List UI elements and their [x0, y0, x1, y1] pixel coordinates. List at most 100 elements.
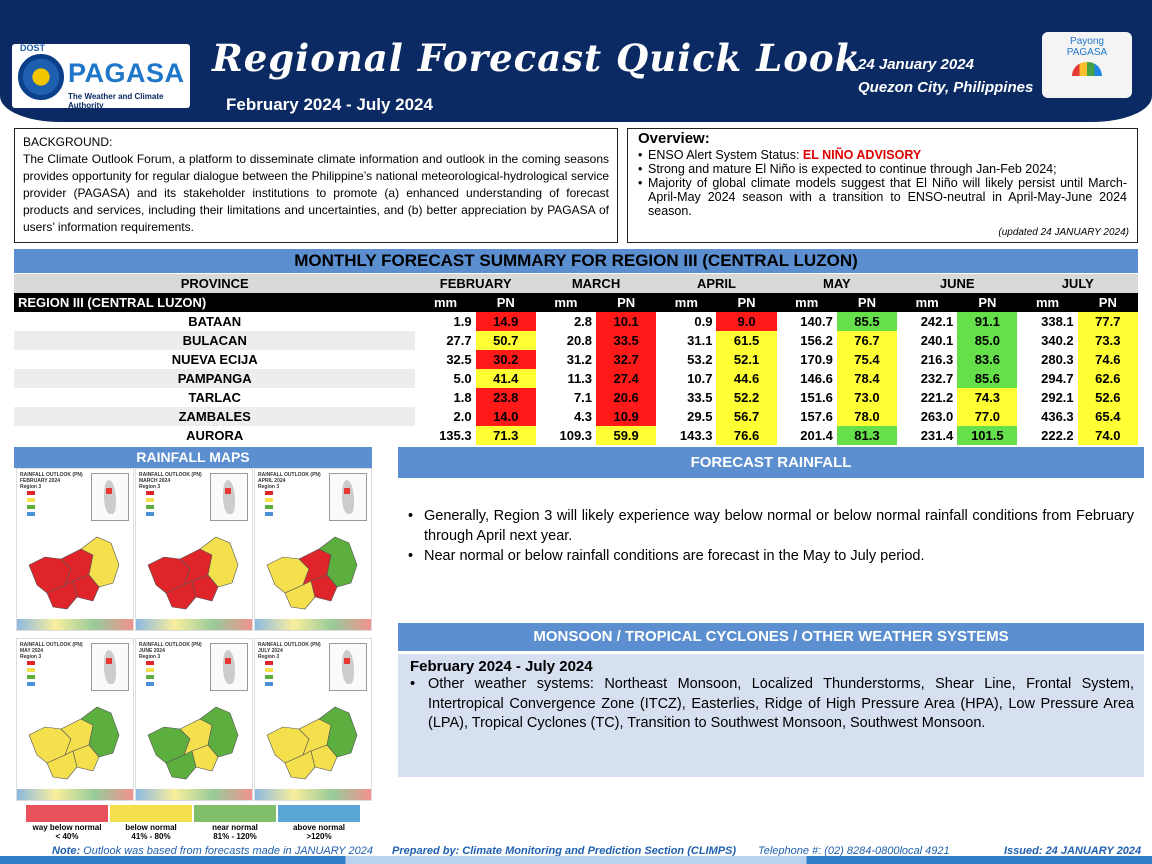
legend-category: near normal — [212, 823, 258, 832]
map-legend — [265, 661, 305, 689]
payong-label: Payong — [1070, 36, 1104, 47]
pagasa-logo: DOST PAGASA The Weather and Climate Auth… — [12, 43, 190, 110]
rainfall-mm-cell: 2.0 — [453, 409, 472, 424]
rainfall-mm-cell: 4.3 — [573, 409, 593, 424]
legend-label: way below normal < 40% — [22, 823, 112, 841]
table-row: PAMPANGA 5.0 41.4 11.3 27.4 10.7 44.6 146.6 78.4… — [14, 369, 1138, 388]
month-header: APRIL — [656, 274, 777, 293]
agency-name: PAGASA — [68, 58, 185, 88]
table-header-units: REGION III (CENTRAL LUZON) mm PN mm PN mm PN mm… — [14, 293, 1138, 312]
province-name: TARLAC — [188, 390, 241, 405]
percent-normal-cell: 41.4 — [475, 369, 536, 388]
month-header: MAY — [776, 274, 898, 293]
legend-label: near normal 81% - 120% — [190, 823, 280, 841]
rainfall-mm-cell: 32.5 — [446, 352, 472, 367]
forecast-period: February 2024 - July 2024 — [226, 95, 433, 114]
forecast-rainfall-item: Near normal or below rainfall conditions… — [408, 546, 1134, 566]
legend-swatch — [26, 805, 108, 822]
background-title: BACKGROUND: — [23, 135, 113, 149]
legend-category: below normal — [125, 823, 177, 832]
rainfall-mm-cell: 33.5 — [687, 390, 713, 405]
rainfall-mm-cell: 146.6 — [800, 371, 833, 386]
table-header-months: PROVINCE FEBRUARY MARCH APRIL MAY JUNE JULY — [14, 274, 1138, 293]
legend-range: >120% — [306, 832, 332, 841]
map-legend — [27, 661, 67, 689]
percent-normal-cell: 78.4 — [836, 369, 898, 388]
background-text: The Climate Outlook Forum, a platform to… — [23, 152, 609, 234]
map-legend — [27, 491, 67, 519]
issue-date: 24 January 2024 — [858, 56, 974, 73]
rainfall-mm-cell: 292.1 — [1041, 390, 1074, 405]
rainfall-mm-cell: 0.9 — [694, 314, 713, 329]
percent-normal-cell: 83.6 — [957, 350, 1018, 369]
mm-header: mm — [656, 293, 717, 312]
forecast-rainfall-title: FORECAST RAINFALL — [398, 447, 1144, 478]
pn-header: PN — [1077, 293, 1138, 312]
percent-normal-cell: 56.7 — [716, 407, 777, 426]
province-name: BATAAN — [188, 314, 242, 329]
background-section: BACKGROUND: The Climate Outlook Forum, a… — [14, 128, 618, 243]
rainfall-mm-cell: 20.8 — [566, 333, 593, 348]
footer-telephone: Telephone #: (02) 8284-0800local 4921 — [758, 845, 950, 857]
footer-divider — [0, 856, 1152, 864]
percent-normal-cell: 27.4 — [596, 369, 657, 388]
map-legend — [146, 491, 186, 519]
map-legend — [265, 491, 305, 519]
pn-header: PN — [716, 293, 777, 312]
rainfall-mm-cell: 222.2 — [1041, 428, 1074, 443]
legend-range: 81% - 120% — [213, 832, 257, 841]
map-title: RAINFALL OUTLOOK (PN) JULY 2024 Region 3 — [258, 642, 321, 660]
overview-item: Majority of global climate models sugges… — [638, 176, 1127, 218]
percent-normal-cell: 73.3 — [1077, 331, 1138, 350]
header-banner: DOST PAGASA The Weather and Climate Auth… — [0, 0, 1152, 122]
rainfall-mm-cell: 151.6 — [800, 390, 833, 405]
rainfall-mm-cell: 5.0 — [453, 371, 472, 386]
percent-normal-cell: 65.4 — [1077, 407, 1138, 426]
region-iii-map — [147, 706, 239, 780]
pn-header: PN — [836, 293, 898, 312]
rainfall-mm-cell: 135.3 — [439, 428, 472, 443]
map-footer-strip — [17, 789, 133, 800]
overview-item-enso: ENSO Alert System Status: EL NIÑO ADVISO… — [638, 148, 1127, 162]
percent-normal-cell: 44.6 — [716, 369, 777, 388]
legend-range: 41% - 80% — [131, 832, 171, 841]
province-name: AURORA — [186, 428, 244, 443]
payong-pagasa-logo: Payong PAGASA — [1042, 32, 1132, 98]
rainfall-mm-cell: 140.7 — [800, 314, 833, 329]
rainfall-outlook-map: RAINFALL OUTLOOK (PN) JUNE 2024 Region 3 — [135, 638, 253, 801]
map-title: RAINFALL OUTLOOK (PN) JUNE 2024 Region 3 — [139, 642, 202, 660]
rainfall-mm-cell: 1.9 — [453, 314, 472, 329]
region-iii-map — [266, 706, 358, 780]
rainfall-mm-cell: 340.2 — [1041, 333, 1074, 348]
pagasa-seal-icon — [18, 54, 64, 100]
forecast-rainfall-item: Generally, Region 3 will likely experien… — [408, 506, 1134, 546]
month-header: JUNE — [897, 274, 1018, 293]
philippines-locator-map — [91, 473, 129, 521]
map-footer-strip — [136, 619, 252, 630]
mm-header: mm — [1017, 293, 1078, 312]
province-header: PROVINCE — [14, 274, 416, 293]
legend-label: above normal >120% — [274, 823, 364, 841]
issue-date-location: 24 January 2024 Quezon City, Philippines — [858, 53, 1033, 99]
province-name: PAMPANGA — [14, 369, 416, 388]
percent-normal-cell: 50.7 — [475, 331, 536, 350]
percent-normal-cell: 81.3 — [836, 426, 898, 445]
rainfall-mm-cell: 294.7 — [1041, 371, 1074, 386]
rainfall-mm-cell: 109.3 — [559, 428, 593, 443]
percent-normal-cell: 73.0 — [836, 388, 898, 407]
percent-normal-cell: 74.0 — [1077, 426, 1138, 445]
table-row: BULACAN 27.7 50.7 20.8 33.5 31.1 61.5 156.2 76.7… — [14, 331, 1138, 350]
rainfall-mm-cell: 231.4 — [920, 428, 954, 443]
percent-normal-cell: 14.9 — [475, 312, 536, 331]
rainfall-mm-cell: 221.2 — [920, 390, 954, 405]
percent-normal-cell: 20.6 — [596, 388, 657, 407]
pn-header: PN — [475, 293, 536, 312]
province-name: NUEVA ECIJA — [171, 352, 258, 367]
percent-normal-cell: 10.9 — [596, 407, 657, 426]
rainfall-mm-cell: 11.3 — [567, 371, 593, 386]
map-footer-strip — [136, 789, 252, 800]
percent-normal-cell: 62.6 — [1077, 369, 1138, 388]
percent-normal-cell: 77.7 — [1077, 312, 1138, 331]
table-row: TARLAC 1.8 23.8 7.1 20.6 33.5 52.2 151.6 73.0 221… — [14, 388, 1138, 407]
pn-header: PN — [596, 293, 657, 312]
